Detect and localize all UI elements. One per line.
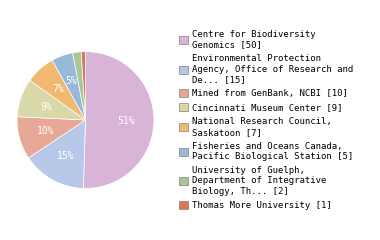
Legend: Centre for Biodiversity
Genomics [50], Environmental Protection
Agency, Office o: Centre for Biodiversity Genomics [50], E… [179, 30, 353, 210]
Wedge shape [17, 80, 85, 120]
Text: 9%: 9% [41, 102, 52, 112]
Text: 51%: 51% [118, 116, 135, 126]
Wedge shape [83, 52, 154, 188]
Wedge shape [81, 52, 86, 120]
Wedge shape [73, 52, 86, 120]
Wedge shape [17, 117, 85, 158]
Text: 10%: 10% [37, 126, 55, 136]
Wedge shape [52, 53, 86, 120]
Text: 15%: 15% [57, 151, 74, 161]
Wedge shape [28, 120, 86, 188]
Text: 7%: 7% [52, 84, 64, 94]
Text: 5%: 5% [66, 76, 78, 86]
Wedge shape [30, 60, 86, 120]
